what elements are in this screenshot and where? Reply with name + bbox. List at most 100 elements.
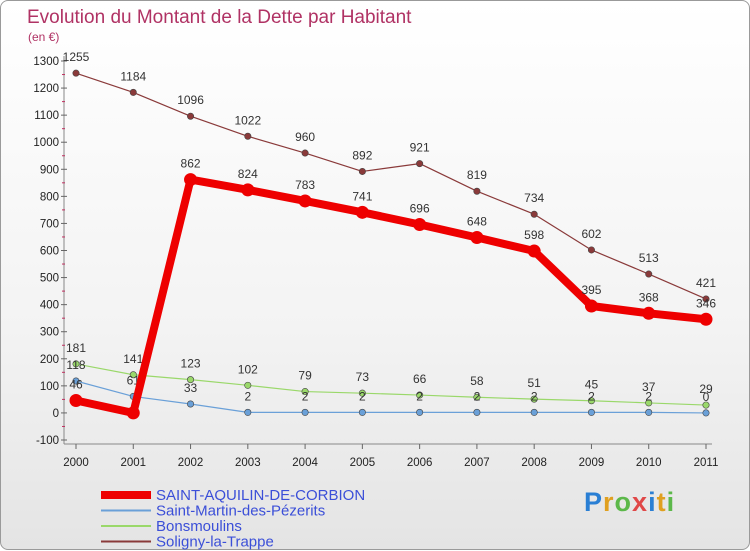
- series-2: 181 141 123 102 79 73 66 58 51 45 37 29: [66, 341, 713, 409]
- legend: SAINT-AQUILIN-DE-CORBIONSaint-Martin-des…: [101, 487, 365, 551]
- y-tick-label: 300: [40, 327, 59, 339]
- data-label: 141: [123, 352, 143, 366]
- logo-letter: i: [666, 487, 676, 517]
- x-tick-label: 2004: [292, 457, 318, 469]
- y-tick-label: -100: [36, 435, 59, 447]
- data-point: [358, 389, 366, 397]
- data-point: [584, 299, 598, 313]
- legend-entry: Soligny-la-Trappe: [156, 534, 274, 551]
- data-label: 1255: [63, 50, 90, 64]
- x-tick-label: 2008: [521, 457, 547, 469]
- data-point: [702, 295, 710, 303]
- data-label: 73: [356, 370, 370, 384]
- data-label: 58: [470, 374, 484, 388]
- data-label: 346: [696, 296, 716, 310]
- data-point: [298, 194, 312, 208]
- x-tick-label: 2011: [694, 457, 719, 469]
- data-label: 1184: [120, 69, 146, 83]
- data-point: [413, 218, 427, 232]
- x-tick-label: 2006: [407, 457, 433, 469]
- data-point: [244, 408, 252, 416]
- x-tick-label: 2007: [464, 457, 490, 469]
- data-point: [587, 397, 595, 405]
- data-point: [645, 408, 653, 416]
- x-tick-label: 2010: [636, 457, 662, 469]
- data-label: 741: [352, 189, 372, 203]
- data-label: 2: [359, 389, 366, 403]
- data-label: 2: [588, 389, 595, 403]
- data-point: [645, 399, 653, 407]
- data-point: [702, 401, 710, 409]
- data-label: 2: [645, 389, 652, 403]
- y-tick-label: 800: [40, 191, 59, 203]
- proxiti-logo: Proxiti: [584, 487, 675, 518]
- data-label: 1022: [234, 113, 261, 127]
- data-point: [473, 393, 481, 401]
- data-label: 2: [302, 389, 309, 403]
- y-tick-label: 1200: [33, 83, 59, 95]
- series-line: [75, 380, 707, 414]
- x-tick-label: 2000: [63, 457, 89, 469]
- data-point: [473, 408, 481, 416]
- data-point: [72, 69, 80, 77]
- data-point: [129, 88, 137, 96]
- data-point: [699, 312, 713, 326]
- y-tick-label: 700: [40, 218, 59, 230]
- data-label: 118: [66, 358, 85, 372]
- data-label: 819: [467, 168, 487, 182]
- data-label: 421: [696, 276, 716, 290]
- series-line: [75, 72, 707, 300]
- x-tick-label: 2005: [350, 457, 376, 469]
- data-label: 79: [298, 369, 312, 383]
- y-tick-label: 100: [40, 381, 59, 393]
- series-0: 46 862 824 783 741 696 648 598 395 368 346: [69, 157, 716, 420]
- data-point: [587, 246, 595, 254]
- logo-letter: r: [603, 487, 615, 517]
- data-label: 2: [531, 389, 538, 403]
- data-point: [355, 205, 369, 219]
- data-point: [301, 149, 309, 157]
- series-layer: 1255118410961022960892921819734602513421…: [63, 50, 716, 420]
- x-tick-label: 2009: [579, 457, 605, 469]
- data-label: 181: [66, 341, 86, 355]
- chart-subtitle: (en €): [28, 30, 59, 44]
- data-label: 648: [467, 215, 487, 229]
- data-label: 862: [181, 157, 201, 171]
- logo-letter: P: [584, 487, 604, 517]
- logo-letter: o: [614, 487, 633, 517]
- data-point: [416, 391, 424, 399]
- data-label: 51: [528, 376, 542, 390]
- y-tick-label: 1100: [34, 110, 59, 122]
- data-point: [358, 167, 366, 175]
- series-line: [75, 363, 707, 406]
- y-tick-label: 200: [40, 354, 59, 366]
- data-point: [187, 112, 195, 120]
- data-point: [642, 306, 656, 320]
- y-tick-label: 900: [40, 164, 59, 176]
- x-tick-label: 2001: [120, 457, 146, 469]
- data-point: [530, 395, 538, 403]
- y-tick-label: 1000: [33, 137, 59, 149]
- data-label: 29: [699, 382, 713, 396]
- data-label: 783: [295, 178, 315, 192]
- data-label: 921: [410, 141, 430, 155]
- data-point: [358, 408, 366, 416]
- data-point: [702, 409, 710, 417]
- data-point: [241, 183, 255, 197]
- data-point: [645, 270, 653, 278]
- data-label: 598: [524, 228, 544, 242]
- logo-letter: i: [648, 487, 657, 517]
- axes: -100 0 100 200 300 400 500 600 700 800 900 1000 1100…: [33, 56, 718, 469]
- logo-letter: t: [656, 487, 667, 517]
- data-label: 37: [642, 380, 656, 394]
- x-tick-label: 2003: [235, 457, 261, 469]
- chart-title: Evolution du Montant de la Dette par Hab…: [27, 7, 412, 28]
- data-point: [72, 377, 80, 385]
- y-tick-label: 600: [40, 246, 59, 258]
- data-point: [184, 173, 198, 187]
- data-label: 960: [295, 130, 315, 144]
- data-point: [416, 160, 424, 168]
- data-point: [527, 244, 541, 258]
- data-label: 2: [244, 389, 251, 403]
